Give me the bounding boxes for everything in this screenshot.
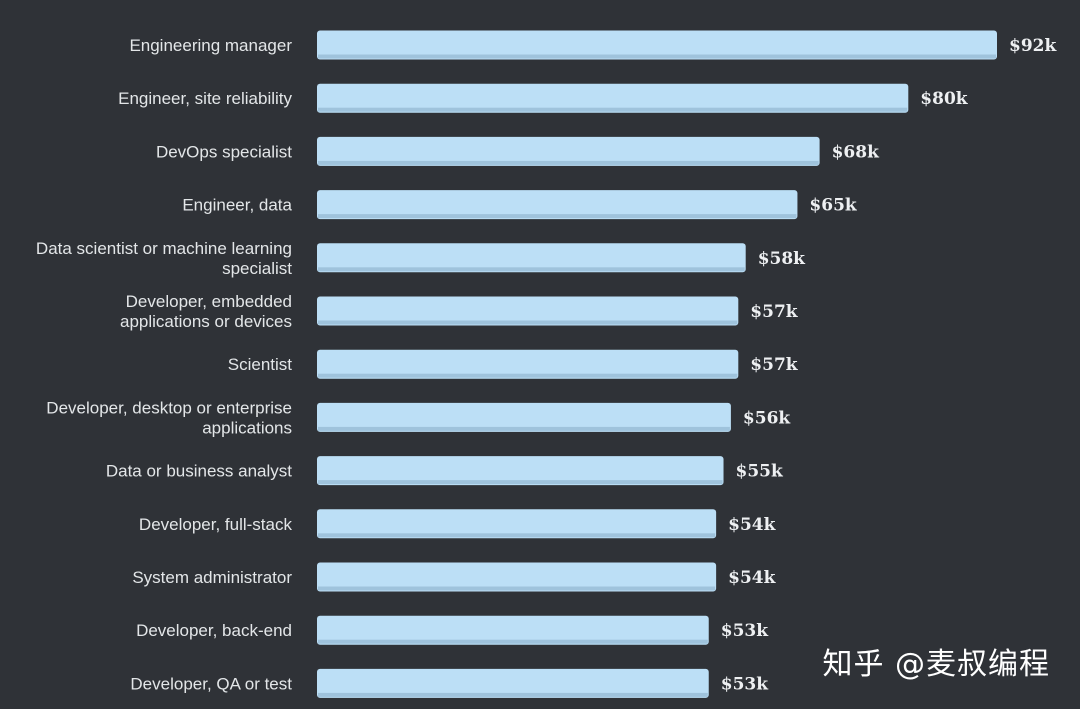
bar (317, 562, 717, 592)
bar-row: $54k Developer, full-stack (139, 509, 777, 539)
category-label: Engineering manager (129, 36, 292, 55)
bar-shadow (318, 586, 716, 591)
bar (317, 349, 739, 379)
value-label: $55k (736, 462, 784, 482)
bar-shadow (318, 533, 716, 538)
bar-shadow (318, 214, 797, 219)
bar (317, 243, 746, 273)
value-label: $56k (743, 408, 791, 428)
value-label: $57k (750, 302, 798, 322)
bar (317, 402, 731, 432)
bar (317, 190, 798, 220)
bar-row: $57k Developer, embedded applications or d… (120, 292, 799, 331)
bar (317, 668, 709, 698)
value-label: $53k (721, 621, 769, 641)
bar-shadow (318, 320, 738, 325)
category-label: Developer, full-stack (139, 515, 293, 534)
bar (317, 30, 997, 60)
value-label: $54k (728, 568, 776, 588)
category-label: Developer, back-end (136, 621, 292, 640)
value-label: $68k (832, 142, 880, 162)
value-label: $57k (750, 355, 798, 375)
bar-row: $80k Engineer, site reliability (118, 83, 969, 113)
bar-row: $58k Data scientist or machine learning sp… (36, 239, 806, 278)
bar-row: $54k System administrator (132, 562, 777, 592)
value-label: $53k (721, 674, 769, 694)
category-label: System administrator (132, 568, 292, 587)
bar (317, 136, 820, 166)
bar-shadow (318, 373, 738, 378)
bar-row: $57k Scientist (228, 349, 799, 379)
category-label: Developer, QA or test (130, 674, 292, 693)
bar-row: $56k Developer, desktop or enterprise appl… (46, 398, 791, 437)
category-label: DevOps specialist (156, 142, 292, 161)
bar (317, 509, 717, 539)
category-label: Engineer, site reliability (118, 89, 292, 108)
bar-shadow (318, 480, 723, 485)
bar-row: $65k Engineer, data (182, 190, 858, 220)
bar (317, 83, 909, 113)
value-label: $65k (809, 196, 857, 216)
category-label: Data scientist or machine learning specia… (36, 239, 292, 278)
category-label: Developer, embedded applications or devic… (120, 292, 292, 331)
bar-shadow (318, 267, 745, 272)
bar-row: $55k Data or business analyst (106, 456, 784, 486)
bar (317, 456, 724, 486)
bar-shadow (318, 107, 908, 112)
category-label: Developer, desktop or enterprise applicat… (46, 398, 292, 437)
bar-shadow (318, 639, 708, 644)
watermark-text: 知乎 @麦叔编程 (822, 647, 1050, 682)
bar-row: $53k Developer, QA or test (130, 668, 769, 698)
bar-row: $53k Developer, back-end (136, 615, 769, 645)
bar-row: $92k Engineering manager (129, 30, 1057, 60)
bar-row: $68k DevOps specialist (156, 136, 880, 166)
value-label: $58k (758, 249, 806, 269)
category-label: Scientist (228, 355, 293, 374)
bar (317, 615, 709, 645)
value-label: $92k (1009, 36, 1057, 56)
category-label: Data or business analyst (106, 462, 292, 481)
bar-shadow (318, 54, 996, 59)
category-label: Engineer, data (182, 196, 292, 215)
bar-shadow (318, 692, 708, 697)
value-label: $54k (728, 515, 776, 535)
value-label: $80k (920, 89, 968, 109)
bar-shadow (318, 160, 819, 165)
bar (317, 296, 739, 326)
bar-shadow (318, 426, 730, 431)
